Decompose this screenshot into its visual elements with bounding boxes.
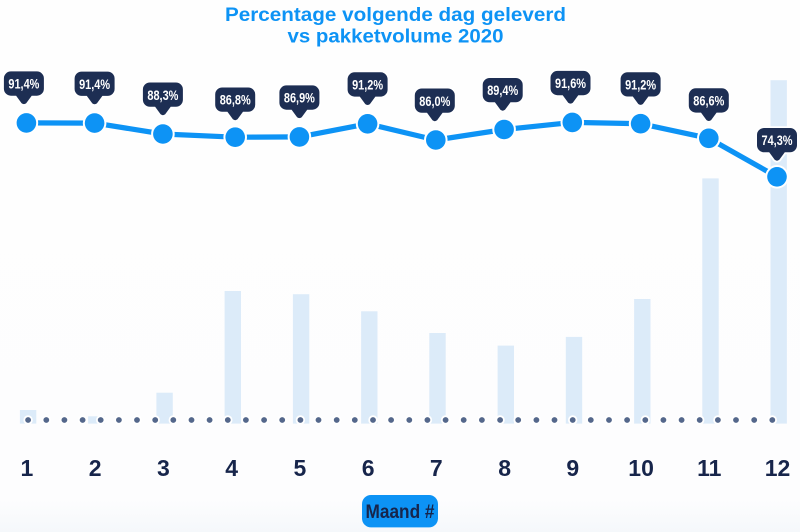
svg-text:5: 5 [294,455,307,481]
svg-text:9: 9 [566,455,579,481]
svg-text:86,8%: 86,8% [220,93,251,109]
svg-text:91,6%: 91,6% [555,76,586,92]
svg-text:89,4%: 89,4% [487,83,518,99]
svg-text:6: 6 [362,455,375,481]
svg-text:86,0%: 86,0% [419,94,450,110]
svg-text:4: 4 [225,455,238,481]
svg-text:1: 1 [21,455,34,481]
svg-text:10: 10 [628,455,654,481]
svg-text:11: 11 [697,455,722,481]
svg-text:74,3%: 74,3% [762,133,793,149]
svg-text:7: 7 [430,455,443,481]
svg-text:88,3%: 88,3% [147,88,178,104]
svg-text:8: 8 [498,455,511,481]
svg-text:vs pakketvolume 2020: vs pakketvolume 2020 [288,25,504,47]
svg-text:2: 2 [89,455,102,481]
svg-text:86,6%: 86,6% [693,94,724,110]
svg-text:91,4%: 91,4% [8,77,39,93]
svg-text:91,2%: 91,2% [352,78,383,94]
svg-text:12: 12 [765,455,791,481]
svg-text:Maand #: Maand # [366,502,435,523]
svg-text:3: 3 [157,455,170,481]
svg-text:Percentage volgende dag geleve: Percentage volgende dag geleverd [225,4,566,26]
svg-text:91,2%: 91,2% [625,77,656,93]
svg-text:91,4%: 91,4% [79,77,110,93]
svg-text:86,9%: 86,9% [284,91,315,107]
